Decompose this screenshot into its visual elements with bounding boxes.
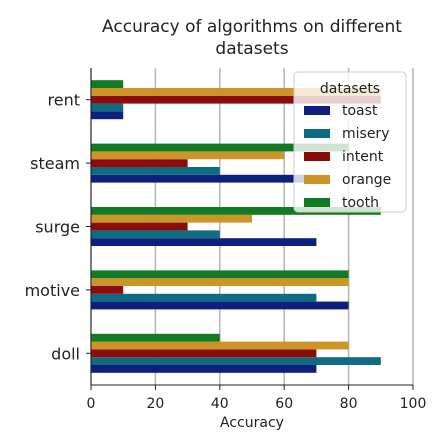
bar-rent-toast — [91, 111, 124, 120]
bar-motive-orange — [91, 278, 349, 286]
bar-doll-toast — [91, 365, 317, 373]
legend: datasets toast misery intent orange tooth — [293, 71, 407, 213]
legend-title: datasets — [320, 81, 380, 97]
bar-steam-tooth — [91, 143, 349, 152]
legend-label-orange: orange — [342, 172, 391, 188]
legend-swatch-orange — [304, 175, 330, 184]
legend-label-toast: toast — [342, 103, 378, 119]
bar-surge-misery — [91, 230, 220, 239]
bar-motive-intent — [91, 286, 124, 294]
bar-rent-misery — [91, 103, 124, 112]
bar-doll-misery — [91, 357, 381, 365]
category-labels: rent steam surge motive doll — [25, 91, 91, 363]
legend-label-misery: misery — [342, 126, 389, 142]
legend-swatch-tooth — [304, 198, 330, 207]
x-tick-label-5: 100 — [400, 396, 427, 412]
category-label-doll: doll — [51, 344, 80, 363]
legend-swatch-toast — [304, 106, 330, 115]
bar-doll-intent — [91, 349, 317, 358]
x-tick-label-4: 80 — [340, 396, 358, 412]
bar-rent-tooth — [91, 80, 124, 88]
x-tick-label-0: 0 — [87, 396, 96, 412]
bar-steam-orange — [91, 151, 285, 160]
bar-rent-orange — [91, 88, 381, 96]
bar-doll-orange — [91, 341, 349, 350]
bar-rent-intent — [91, 95, 381, 104]
bar-motive-toast — [91, 301, 349, 310]
bar-motive-tooth — [91, 270, 349, 279]
bar-doll-tooth — [91, 333, 220, 342]
bars — [91, 80, 381, 373]
bar-motive-misery — [91, 293, 317, 302]
chart-title-line-1: Accuracy of algorithms on different — [102, 17, 402, 37]
x-tick-label-1: 20 — [146, 396, 164, 412]
legend-swatch-misery — [304, 129, 330, 138]
chart-title-line-2: datasets — [215, 39, 288, 59]
bar-surge-tooth — [91, 207, 381, 215]
x-tick-labels: 0 20 40 60 80 100 — [87, 385, 427, 412]
category-label-steam: steam — [30, 154, 80, 173]
bar-surge-orange — [91, 214, 252, 223]
bar-surge-intent — [91, 222, 188, 231]
category-label-rent: rent — [48, 91, 80, 110]
category-label-surge: surge — [35, 218, 80, 237]
legend-swatch-intent — [304, 152, 330, 161]
bar-steam-misery — [91, 167, 220, 175]
bar-surge-toast — [91, 238, 317, 246]
bar-steam-intent — [91, 159, 188, 167]
x-tick-label-3: 60 — [275, 396, 293, 412]
bar-steam-toast — [91, 174, 317, 183]
category-label-motive: motive — [25, 281, 80, 300]
x-tick-label-2: 40 — [211, 396, 229, 412]
legend-label-intent: intent — [342, 149, 384, 165]
legend-label-tooth: tooth — [342, 195, 379, 211]
x-axis-label: Accuracy — [220, 415, 284, 431]
